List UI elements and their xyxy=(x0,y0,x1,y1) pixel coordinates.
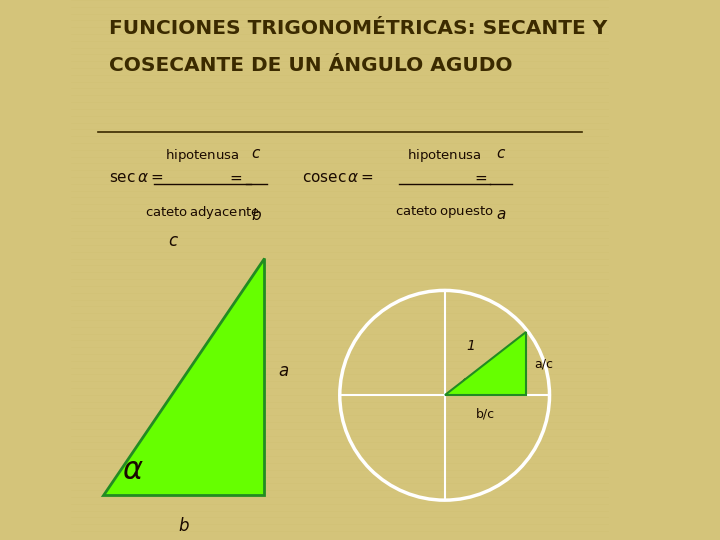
Polygon shape xyxy=(445,332,526,395)
Text: $c$: $c$ xyxy=(251,146,261,161)
Text: $\mathrm{hipotenusa}$: $\mathrm{hipotenusa}$ xyxy=(408,147,482,164)
Text: c: c xyxy=(168,232,178,250)
Text: $c$: $c$ xyxy=(496,146,506,161)
Text: $\alpha$: $\alpha$ xyxy=(461,375,471,388)
Text: 1: 1 xyxy=(466,339,474,353)
Text: $=$: $=$ xyxy=(472,170,487,185)
Text: b: b xyxy=(179,517,189,535)
Text: b/c: b/c xyxy=(476,407,495,420)
Text: $\mathrm{cateto\,opuesto}$: $\mathrm{cateto\,opuesto}$ xyxy=(395,204,494,220)
Polygon shape xyxy=(103,258,264,495)
Text: $\mathrm{cosec}\,\alpha =$: $\mathrm{cosec}\,\alpha =$ xyxy=(302,170,374,185)
Text: $\mathrm{sec}\,\alpha =$: $\mathrm{sec}\,\alpha =$ xyxy=(109,170,163,185)
Text: $=$: $=$ xyxy=(227,170,243,185)
Text: FUNCIONES TRIGONOMÉTRICAS: SECANTE Y: FUNCIONES TRIGONOMÉTRICAS: SECANTE Y xyxy=(109,19,607,38)
Text: COSECANTE DE UN ÁNGULO AGUDO: COSECANTE DE UN ÁNGULO AGUDO xyxy=(109,57,512,76)
Text: $\mathrm{cateto\,adyacente}$: $\mathrm{cateto\,adyacente}$ xyxy=(145,204,260,221)
Text: $\alpha$: $\alpha$ xyxy=(122,456,143,485)
Text: $a$: $a$ xyxy=(496,207,506,222)
Text: $b$: $b$ xyxy=(251,207,262,223)
Text: a: a xyxy=(278,362,288,380)
Text: a/c: a/c xyxy=(534,357,554,370)
Text: $\mathrm{hipotenusa}$: $\mathrm{hipotenusa}$ xyxy=(166,147,240,164)
